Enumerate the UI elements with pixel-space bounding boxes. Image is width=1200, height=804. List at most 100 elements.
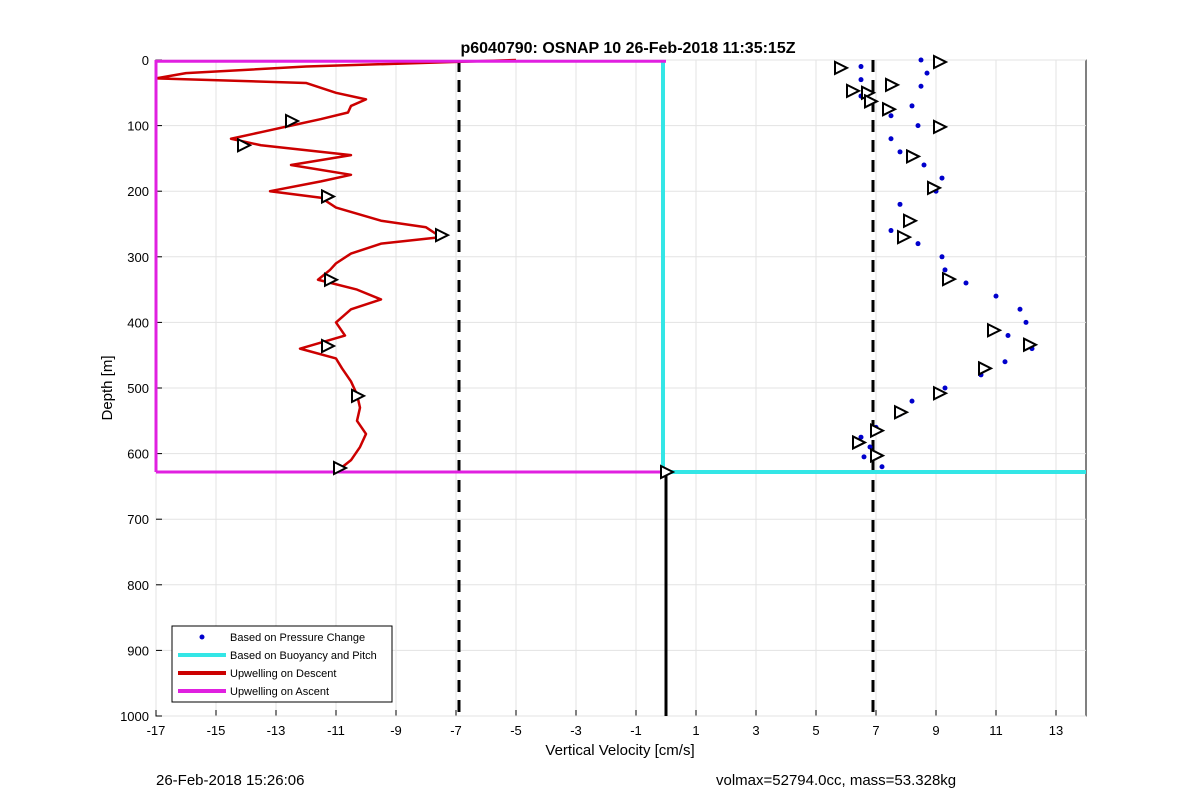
- pressure-marker: [942, 271, 958, 287]
- y-tick-label: 200: [127, 184, 149, 199]
- x-tick-label: 9: [932, 723, 939, 738]
- descent-marker: [321, 188, 337, 205]
- y-tick-label: 100: [127, 119, 149, 134]
- descent-marker: [321, 338, 337, 354]
- descent-marker: [351, 388, 367, 404]
- descent-marker: [435, 227, 451, 243]
- pressure-point: [993, 293, 999, 299]
- y-tick-label: 1000: [120, 709, 149, 724]
- pressure-point: [963, 280, 969, 286]
- y-axis-label: Depth [m]: [99, 355, 116, 420]
- y-tick-label: 0: [142, 53, 149, 68]
- pressure-point: [867, 444, 873, 450]
- legend-label: Upwelling on Descent: [230, 668, 336, 680]
- pressure-marker: [870, 423, 886, 439]
- pressure-marker: [864, 93, 880, 109]
- x-tick-label: -9: [390, 723, 402, 738]
- pressure-point: [1002, 359, 1008, 365]
- pressure-point: [861, 454, 867, 460]
- x-tick-label: 3: [752, 723, 759, 738]
- pressure-marker: [882, 101, 898, 117]
- pressure-marker: [987, 322, 1003, 338]
- x-tick-label: -15: [207, 723, 226, 738]
- pressure-point: [897, 149, 903, 155]
- x-tick-label: 13: [1049, 723, 1063, 738]
- descent-marker: [237, 137, 253, 153]
- footer-timestamp: 26-Feb-2018 15:26:06: [156, 772, 305, 789]
- pressure-marker: [933, 54, 949, 70]
- footer-volmax-mass: volmax=52794.0cc, mass=53.328kg: [716, 772, 957, 789]
- pressure-marker: [978, 360, 994, 376]
- pressure-point: [897, 201, 903, 207]
- legend-label: Based on Buoyancy and Pitch: [230, 650, 377, 662]
- pressure-point: [858, 64, 864, 70]
- pressure-point: [888, 113, 894, 119]
- pressure-point: [888, 228, 894, 234]
- y-tick-label: 700: [127, 512, 149, 527]
- x-tick-label: 7: [872, 723, 879, 738]
- descent-marker: [333, 460, 349, 476]
- pressure-point: [921, 162, 927, 168]
- pressure-point: [915, 241, 921, 247]
- pressure-marker: [897, 229, 913, 245]
- x-tick-label: -11: [327, 723, 345, 738]
- legend-label: Based on Pressure Change: [230, 632, 365, 644]
- legend-swatch: [199, 634, 205, 640]
- markers-group: [237, 54, 1039, 480]
- reference-lines: [457, 60, 875, 716]
- pressure-point: [915, 123, 921, 129]
- legend: Based on Pressure Change Based on Buoyanc…: [171, 625, 393, 703]
- pressure-marker: [903, 213, 919, 229]
- pressure-marker: [834, 60, 850, 76]
- x-tick-label: -13: [267, 723, 286, 738]
- y-tick-label: 300: [127, 250, 149, 265]
- x-tick-label: -17: [147, 723, 166, 738]
- pressure-point: [918, 57, 924, 63]
- pressure-marker: [1023, 337, 1039, 353]
- x-tick-label: -3: [570, 723, 582, 738]
- pressure-marker: [885, 77, 901, 93]
- y-tick-label: 900: [127, 643, 149, 658]
- pressure-point: [879, 464, 885, 470]
- series-line: [154, 58, 517, 473]
- x-tick-label: -5: [510, 723, 522, 738]
- pressure-point: [909, 398, 915, 404]
- pressure-point: [939, 254, 945, 260]
- pressure-point: [888, 136, 894, 142]
- pressure-marker: [906, 148, 922, 165]
- y-tick-label: 600: [127, 447, 149, 462]
- y-tick-label: 800: [127, 578, 149, 593]
- pressure-point: [918, 83, 924, 89]
- descent-marker: [324, 272, 340, 288]
- descent-marker: [285, 113, 301, 129]
- y-tick-label: 400: [127, 315, 149, 330]
- y-tick-label: 500: [127, 381, 149, 396]
- x-axis-label: Vertical Velocity [cm/s]: [545, 742, 694, 759]
- legend-label: Upwelling on Ascent: [230, 686, 329, 698]
- x-tick-label: 1: [692, 723, 699, 738]
- chart-title: p6040790: OSNAP 10 26-Feb-2018 11:35:15Z: [460, 40, 795, 57]
- pressure-marker: [870, 447, 886, 464]
- pressure-marker: [933, 119, 949, 135]
- pressure-marker: [852, 434, 868, 451]
- pressure-point: [858, 434, 864, 440]
- pressure-point: [1005, 333, 1011, 339]
- pressure-point: [942, 385, 948, 391]
- pressure-marker: [660, 464, 676, 480]
- pressure-point: [909, 103, 915, 109]
- grid: [155, 59, 1086, 717]
- pressure-marker: [846, 83, 862, 99]
- pressure-marker: [933, 385, 949, 401]
- pressure-marker: [927, 180, 943, 196]
- x-tick-label: -7: [450, 723, 462, 738]
- pressure-point: [942, 267, 948, 273]
- x-tick-label: 11: [989, 723, 1003, 738]
- x-tick-label: 5: [812, 723, 819, 738]
- pressure-point: [939, 175, 945, 181]
- x-tick-label: -1: [630, 723, 642, 738]
- pressure-marker: [894, 404, 910, 420]
- pressure-point: [1023, 319, 1029, 325]
- pressure-point: [858, 77, 864, 83]
- pressure-point: [924, 70, 930, 76]
